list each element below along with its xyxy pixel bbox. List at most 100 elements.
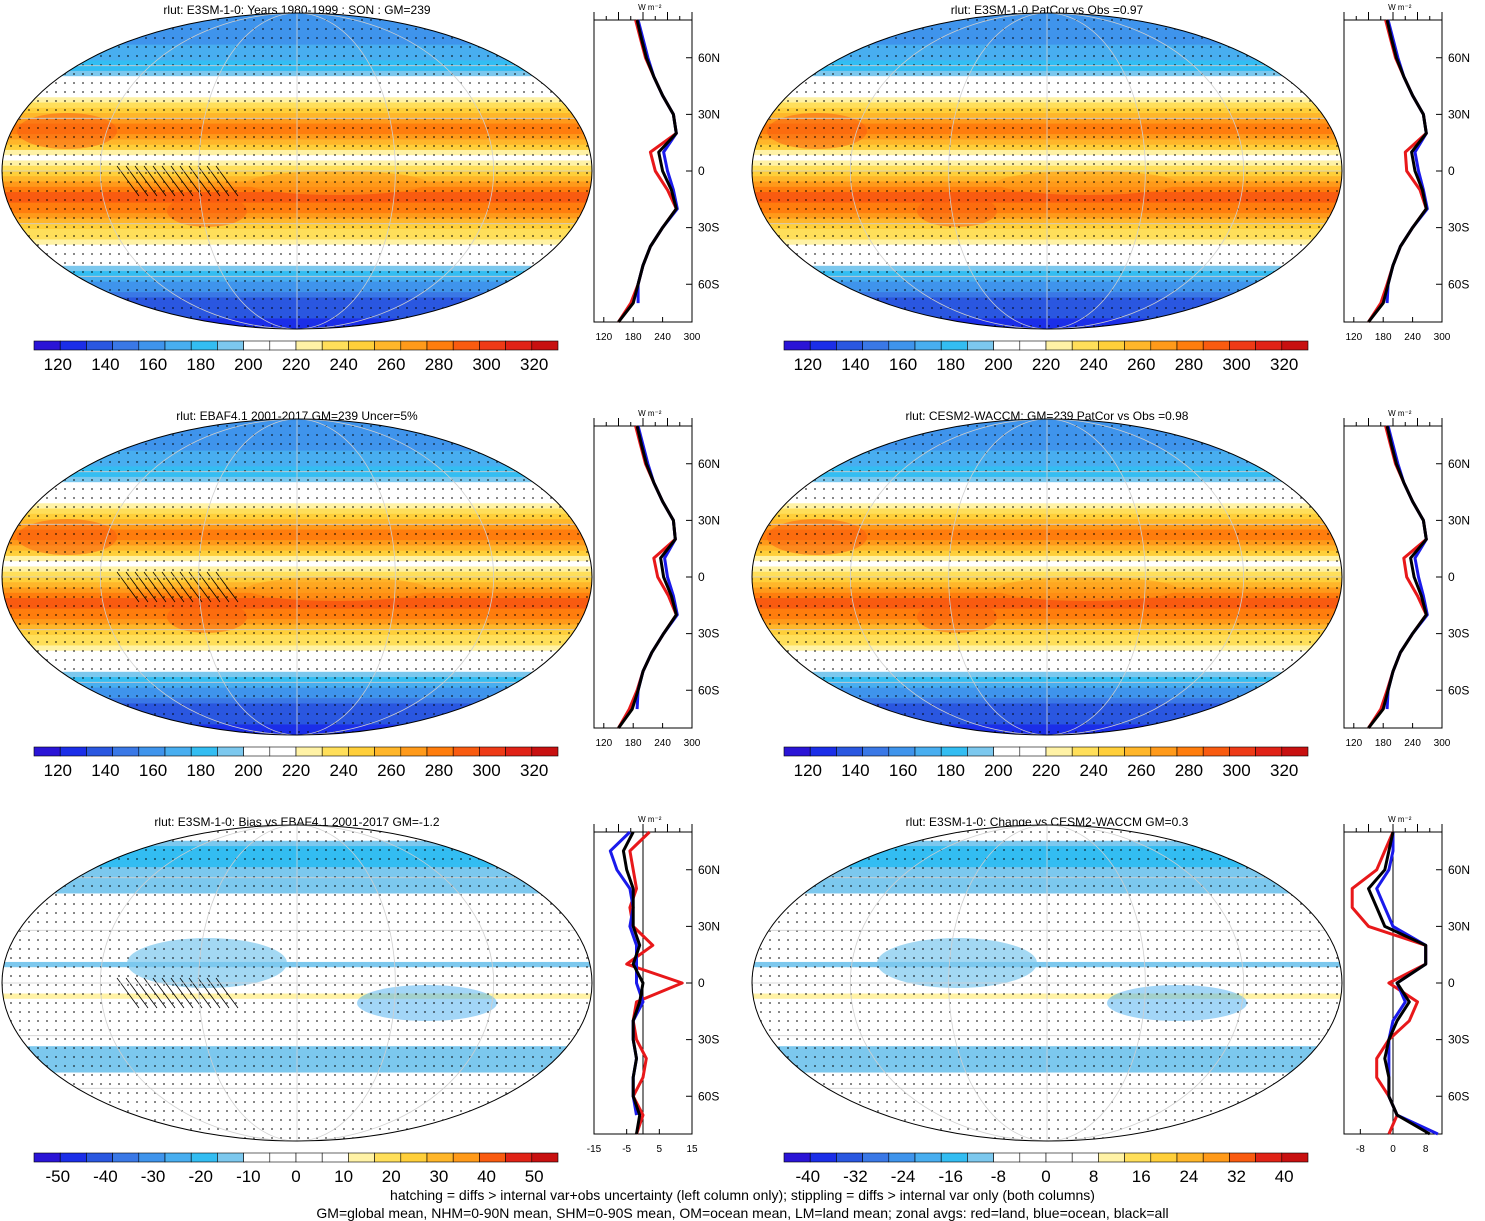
zonal-lat-label: 60N [698, 457, 720, 471]
zonal-lat-label: 30N [698, 919, 720, 933]
zonal-x-tick-label: 180 [625, 332, 642, 343]
colorbar-cell [1202, 1152, 1230, 1163]
colorbar-cell [321, 340, 349, 351]
colorbar-cell [809, 340, 837, 351]
colorbar-tick-label: 20 [382, 1167, 401, 1184]
colorbar-cell [452, 1152, 480, 1163]
colorbar-cell [862, 340, 890, 351]
colorbar-cell [914, 1152, 942, 1163]
meridian [198, 419, 298, 735]
colorbar-cell [1124, 746, 1152, 757]
colorbar-tick-label: 8 [1089, 1167, 1098, 1184]
meridian [198, 13, 298, 329]
colorbar-cell [809, 746, 837, 757]
colorbar-cell [59, 1152, 87, 1163]
colorbar-cell [112, 340, 140, 351]
colorbar-cell [86, 340, 113, 351]
meridian [100, 825, 298, 1141]
zonal-x-tick-label: 120 [595, 332, 612, 343]
colorbar-cell [1150, 1152, 1178, 1163]
zonal-x-tick-label: 300 [684, 332, 701, 343]
colorbar-cell [190, 1152, 218, 1163]
map-border [1, 12, 593, 330]
chart-svg: 120 140 160 180 200 220 240 260 280 300 320 W m⁻² 60… [1, 3, 720, 372]
zonal-lat-label: 60S [698, 1089, 719, 1103]
colorbar-tick-label: 140 [841, 355, 869, 372]
colorbar-cell [1098, 340, 1125, 351]
zonal-x-tick-label: 8 [1423, 1144, 1429, 1155]
zonal-lat-label: 30S [698, 1033, 719, 1047]
colorbar-cell [809, 1152, 837, 1163]
colorbar-tick-label: 180 [937, 355, 965, 372]
colorbar-tick-label: 240 [1079, 355, 1107, 372]
colorbar-tick-label: 280 [425, 761, 453, 778]
colorbar-tick-label: 32 [1227, 1167, 1246, 1184]
colorbar-cell [164, 340, 192, 351]
colorbar-cell [1071, 746, 1099, 757]
colorbar-cell [1229, 1152, 1256, 1163]
colorbar-cell [190, 340, 218, 351]
colorbar-cell [531, 1152, 559, 1163]
colorbar-cell [479, 340, 506, 351]
colorbar-cell [243, 746, 271, 757]
colorbar-cell [452, 340, 480, 351]
colorbar-tick-label: 40 [477, 1167, 496, 1184]
zonal-lat-label: 0 [698, 164, 705, 178]
meridian [296, 419, 396, 735]
zonal-x-tick-label: 240 [1404, 738, 1421, 749]
colorbar-cell [243, 340, 271, 351]
zonal-all-line [1367, 19, 1428, 323]
colorbar-cell [1150, 340, 1178, 351]
meridian [296, 419, 494, 735]
colorbar-cell [1071, 1152, 1099, 1163]
colorbar-tick-label: -40 [93, 1167, 118, 1184]
meridian [100, 13, 298, 329]
colorbar-tick-label: 220 [1032, 355, 1060, 372]
colorbar-cell [295, 1152, 323, 1163]
meridian [1046, 419, 1244, 735]
colorbar-cell [1124, 1152, 1152, 1163]
colorbar-cell [59, 746, 87, 757]
colorbar-cell [33, 1152, 61, 1163]
colorbar-tick-label: 40 [1275, 1167, 1294, 1184]
colorbar-cell [374, 1152, 402, 1163]
colorbar-cell [836, 1152, 863, 1163]
chart-svg: -40 -32 -24 -16 -8 0 8 16 24 32 40 W m⁻² 60N 30N 0 30S 6… [751, 815, 1470, 1184]
colorbar-cell [1229, 746, 1256, 757]
colorbar-cell [217, 746, 244, 757]
zonal-x-tick-label: 300 [684, 738, 701, 749]
colorbar-cell [400, 1152, 428, 1163]
colorbar-cell [967, 340, 994, 351]
zonal-x-tick-label: 240 [654, 738, 671, 749]
colorbar-tick-label: 240 [329, 355, 357, 372]
zonal-lat-label: 60S [1448, 1089, 1469, 1103]
colorbar-cell [86, 1152, 113, 1163]
graticule [2, 825, 592, 1141]
zonal-lat-label: 0 [1448, 570, 1455, 584]
zonal-lat-label: 30N [1448, 513, 1470, 527]
zonal-x-tick-label: 180 [1375, 332, 1392, 343]
zonal-units-label: W m⁻² [1388, 409, 1412, 418]
colorbar-tick-label: 160 [139, 355, 167, 372]
colorbar-cell [112, 1152, 140, 1163]
zonal-lat-label: 60N [698, 51, 720, 65]
colorbar-cell [33, 340, 61, 351]
zonal-lat-label: 30S [1448, 221, 1469, 235]
colorbar-cell [321, 746, 349, 757]
map-border [751, 12, 1343, 330]
colorbar-cell [1281, 340, 1309, 351]
colorbar-cell [1019, 1152, 1047, 1163]
colorbar-cell [783, 340, 811, 351]
graticule [752, 419, 1342, 735]
zonal-lat-label: 60N [698, 863, 720, 877]
meridian [296, 13, 396, 329]
colorbar-cell [531, 340, 559, 351]
zonal-x-tick-label: 180 [1375, 738, 1392, 749]
colorbar-cell [993, 746, 1021, 757]
zonal-lat-label: 60S [698, 277, 719, 291]
colorbar-tick-label: 280 [425, 355, 453, 372]
colorbar-cell [940, 746, 968, 757]
zonal-units-label: W m⁻² [638, 409, 662, 418]
colorbar-tick-label: 300 [472, 761, 500, 778]
panel-cesm2-waccm: rlut: CESM2-WACCM: GM=239 PatCor vs Obs … [750, 406, 1485, 778]
